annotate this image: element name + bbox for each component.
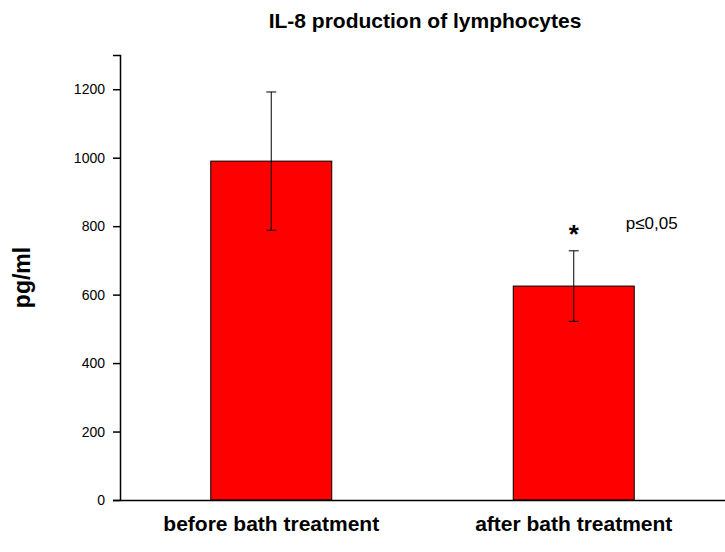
x-tick: before bath treatment bbox=[163, 500, 379, 535]
plot-area bbox=[211, 92, 635, 500]
y-tick-mark bbox=[113, 431, 120, 433]
y-tick-label: 400 bbox=[82, 355, 106, 371]
y-tick-mark bbox=[113, 157, 120, 159]
error-bar-cap bbox=[569, 250, 579, 251]
y-tick: 1000 bbox=[74, 150, 120, 166]
error-bar-cap bbox=[266, 230, 276, 231]
annotation: p≤0,05 bbox=[626, 214, 678, 233]
annotation: * bbox=[569, 219, 580, 249]
y-tick-label: 1200 bbox=[74, 81, 105, 97]
y-tick: 600 bbox=[82, 287, 120, 303]
y-tick-label: 0 bbox=[97, 492, 105, 508]
y-tick-mark bbox=[113, 500, 120, 502]
y-axis-title: pg/ml bbox=[9, 247, 35, 308]
x-axis: before bath treatment after bath treatmen… bbox=[121, 500, 725, 535]
y-tick: 1200 bbox=[74, 81, 120, 97]
chart: IL-8 production of lymphocytes pg/ml 0 200 4… bbox=[0, 0, 725, 552]
error-bar-cap bbox=[569, 321, 579, 322]
error-bar bbox=[266, 92, 276, 230]
y-tick-label: 600 bbox=[82, 287, 106, 303]
y-tick: 400 bbox=[82, 355, 120, 371]
y-axis: 0 200 400 600 800 1000 1200 bbox=[74, 56, 121, 508]
error-bar-cap bbox=[266, 91, 276, 92]
y-axis-line bbox=[113, 56, 121, 501]
y-tick-mark bbox=[113, 294, 120, 296]
y-tick: 0 bbox=[97, 492, 120, 508]
x-axis-line bbox=[121, 500, 725, 502]
y-tick: 800 bbox=[82, 218, 120, 234]
y-tick-label: 1000 bbox=[74, 150, 105, 166]
error-bar-stem bbox=[573, 251, 574, 322]
error-bar bbox=[569, 251, 579, 322]
y-tick-mark bbox=[113, 89, 120, 91]
y-tick-label: 200 bbox=[82, 424, 106, 440]
x-tick: after bath treatment bbox=[475, 500, 672, 535]
error-bar-stem bbox=[271, 92, 272, 230]
x-tick-label: before bath treatment bbox=[163, 512, 379, 535]
x-tick-label: after bath treatment bbox=[475, 512, 672, 535]
y-tick-mark bbox=[113, 226, 120, 228]
title: IL-8 production of lymphocytes bbox=[269, 9, 582, 32]
y-tick-mark bbox=[113, 363, 120, 365]
y-tick: 200 bbox=[82, 424, 120, 440]
y-tick-label: 800 bbox=[82, 218, 106, 234]
